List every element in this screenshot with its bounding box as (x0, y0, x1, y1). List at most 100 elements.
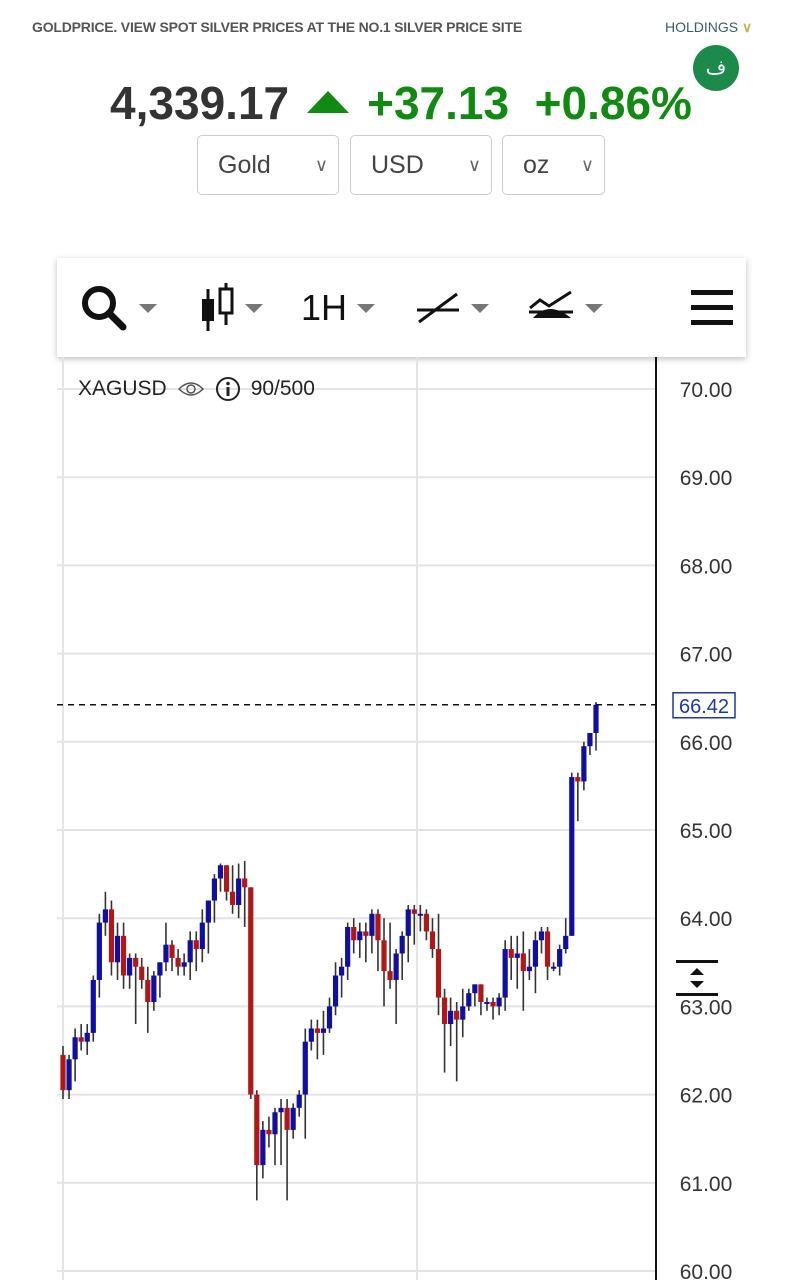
candle-body (326, 1006, 333, 1029)
y-tick-label: 64.00 (680, 908, 733, 931)
timeframe-button[interactable]: 1H (301, 280, 376, 336)
price-change: +37.13 (367, 77, 510, 129)
candle-body (387, 971, 393, 980)
candle-body (199, 922, 205, 950)
candle-body (526, 966, 532, 972)
menu-button[interactable] (691, 280, 733, 336)
candle-body (266, 1129, 272, 1135)
currency-select[interactable]: USD ∨ (350, 135, 492, 195)
candle-body (84, 1032, 90, 1042)
y-tick-label: 66.00 (680, 732, 733, 755)
candle-body (332, 975, 339, 1007)
candle-body (302, 1041, 308, 1095)
candle-body (242, 878, 248, 888)
y-tick-label: 63.00 (680, 996, 733, 1019)
candle-body (66, 1059, 72, 1091)
candle-body (339, 966, 345, 976)
candle-body (508, 949, 514, 958)
candle-body (133, 957, 139, 967)
currency-select-value: USD (371, 151, 424, 179)
auto-scale-icon[interactable] (676, 960, 718, 996)
candle-body (544, 931, 551, 967)
candle-body (254, 1094, 260, 1166)
candle-body (581, 746, 587, 782)
candle-body (248, 887, 254, 1095)
candle-body (211, 878, 218, 901)
chart-type-button[interactable] (199, 280, 263, 336)
candle-body (369, 913, 375, 936)
y-tick-label: 60.00 (680, 1261, 733, 1280)
candle-body (357, 931, 363, 941)
dropdown-caret-icon (245, 303, 263, 313)
candle-body (127, 957, 133, 976)
candle-body (108, 909, 115, 963)
arrow-up-icon (307, 90, 350, 113)
candlestick-icon (202, 283, 234, 331)
candle-body (411, 909, 417, 914)
timeframe-label: 1H (301, 287, 348, 328)
candlestick-chart[interactable]: 70.00 69.00 68.00 67.00 66.00 65.00 64.00 63.00… (0, 357, 802, 1280)
candle-body (405, 909, 411, 936)
candle-body (272, 1112, 278, 1135)
chevron-down-icon: ∨ (742, 19, 753, 35)
unit-select[interactable]: oz ∨ (502, 135, 605, 195)
candle-body (139, 966, 145, 980)
candle-body (460, 1006, 466, 1020)
candle-body (205, 900, 211, 923)
y-tick-label: 68.00 (680, 555, 733, 578)
holdings-menu[interactable]: HOLDINGS ∨ (665, 19, 752, 36)
chart-toolbar: 1H (57, 258, 746, 357)
indicator-icon (529, 290, 573, 318)
info-icon[interactable] (215, 376, 241, 402)
candle-body (308, 1028, 314, 1042)
candle-body (314, 1028, 320, 1033)
candle-body (169, 944, 175, 958)
candle-body (284, 1107, 290, 1130)
candle-body (217, 865, 224, 879)
candle-body (345, 927, 351, 967)
candle-body (423, 913, 430, 932)
candle-body (114, 935, 121, 963)
candle-body (454, 1010, 460, 1020)
candle-body (90, 979, 96, 1033)
candle-body (78, 1037, 84, 1042)
candle-body (72, 1037, 78, 1060)
candle-body (351, 927, 357, 941)
candle-body (435, 949, 442, 998)
candle-body (278, 1107, 284, 1113)
last-price-tag (672, 692, 736, 719)
trendline-icon (417, 292, 459, 324)
zoom-tool-button[interactable] (79, 280, 157, 336)
candle-body (163, 944, 169, 963)
indicator-button[interactable] (527, 280, 603, 336)
candle-body (557, 949, 563, 967)
candle-body (551, 966, 557, 969)
dropdown-caret-icon (471, 303, 489, 313)
candle-body (563, 935, 569, 950)
candle-body (417, 913, 423, 916)
unit-select-value: oz (523, 151, 550, 179)
candle-body (441, 997, 448, 1025)
search-icon (82, 286, 127, 331)
candle-body (478, 984, 484, 1002)
chevron-down-icon: ∨ (467, 155, 481, 175)
y-tick-label: 62.00 (680, 1085, 733, 1108)
candle-body (514, 953, 520, 958)
drawing-tool-button[interactable] (415, 280, 489, 336)
candle-body (466, 993, 472, 1007)
candle-body (151, 975, 157, 1002)
metal-select[interactable]: Gold ∨ (197, 135, 339, 195)
y-tick-label: 67.00 (680, 644, 733, 667)
bar-count-label: 90/500 (250, 377, 315, 400)
dropdown-caret-icon (585, 303, 603, 313)
candle-body (290, 1107, 296, 1130)
chart-legend: XAGUSD 90/500 (78, 376, 315, 402)
y-tick-label: 70.00 (680, 379, 733, 402)
candle-body (363, 931, 369, 936)
candle-body (575, 777, 581, 782)
price-change-percent: +0.86% (534, 77, 692, 129)
candle-body (472, 984, 478, 994)
eye-icon[interactable] (177, 380, 205, 398)
quote-row: 4,339.17 +37.13 +0.86% (0, 76, 802, 130)
candle-body (587, 732, 593, 747)
